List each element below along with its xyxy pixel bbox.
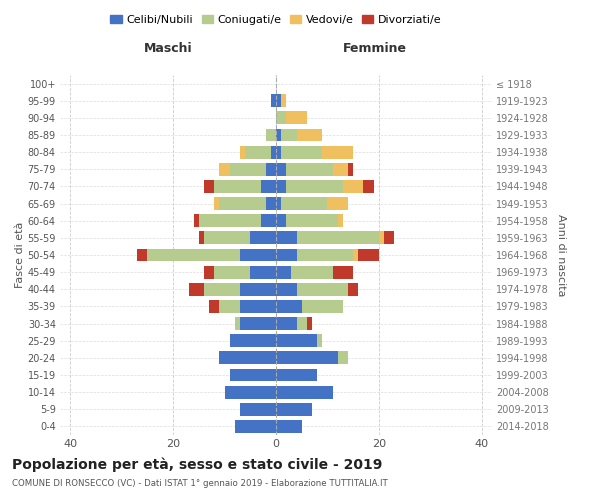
Bar — [296, 232, 379, 244]
Bar — [281, 128, 296, 141]
Bar — [379, 232, 384, 244]
Bar — [220, 300, 240, 313]
Bar — [286, 112, 307, 124]
Bar — [240, 317, 276, 330]
Bar — [194, 214, 199, 227]
Bar — [266, 128, 276, 141]
Bar — [281, 146, 322, 158]
Bar — [281, 197, 328, 210]
Bar — [276, 334, 317, 347]
Bar — [220, 197, 266, 210]
Bar — [296, 317, 307, 330]
Bar — [276, 146, 281, 158]
Bar — [307, 317, 312, 330]
Bar — [220, 163, 230, 175]
Bar — [214, 197, 220, 210]
Text: COMUNE DI RONSECCO (VC) - Dati ISTAT 1° gennaio 2019 - Elaborazione TUTTITALIA.I: COMUNE DI RONSECCO (VC) - Dati ISTAT 1° … — [12, 479, 388, 488]
Bar — [271, 146, 276, 158]
Bar — [348, 283, 358, 296]
Bar — [199, 214, 260, 227]
Bar — [214, 266, 250, 278]
Bar — [199, 232, 204, 244]
Y-axis label: Fasce di età: Fasce di età — [14, 222, 25, 288]
Bar — [276, 180, 286, 193]
Bar — [276, 368, 317, 382]
Bar — [235, 420, 276, 433]
Text: Femmine: Femmine — [343, 42, 407, 55]
Bar — [276, 163, 286, 175]
Bar — [240, 146, 245, 158]
Bar — [276, 197, 281, 210]
Bar — [214, 180, 260, 193]
Bar — [332, 266, 353, 278]
Bar — [276, 214, 286, 227]
Bar — [240, 248, 276, 262]
Bar — [286, 214, 338, 227]
Bar — [204, 180, 214, 193]
Legend: Celibi/Nubili, Coniugati/e, Vedovi/e, Divorziati/e: Celibi/Nubili, Coniugati/e, Vedovi/e, Di… — [106, 10, 446, 29]
Bar — [204, 266, 214, 278]
Bar — [230, 334, 276, 347]
Bar — [240, 300, 276, 313]
Bar — [328, 197, 348, 210]
Bar — [338, 352, 348, 364]
Y-axis label: Anni di nascita: Anni di nascita — [556, 214, 566, 296]
Bar — [276, 283, 296, 296]
Bar — [286, 163, 332, 175]
Bar — [276, 403, 312, 415]
Bar — [384, 232, 394, 244]
Bar — [230, 368, 276, 382]
Bar — [338, 214, 343, 227]
Bar — [224, 386, 276, 398]
Bar — [240, 283, 276, 296]
Bar — [276, 248, 296, 262]
Bar — [230, 163, 266, 175]
Bar — [271, 94, 276, 107]
Bar — [276, 232, 296, 244]
Bar — [250, 266, 276, 278]
Bar — [137, 248, 148, 262]
Bar — [292, 266, 332, 278]
Bar — [358, 248, 379, 262]
Bar — [220, 352, 276, 364]
Bar — [276, 420, 302, 433]
Text: Popolazione per età, sesso e stato civile - 2019: Popolazione per età, sesso e stato civil… — [12, 458, 382, 472]
Bar — [276, 352, 338, 364]
Bar — [276, 266, 292, 278]
Bar — [317, 334, 322, 347]
Bar — [286, 180, 343, 193]
Text: Maschi: Maschi — [143, 42, 193, 55]
Bar — [276, 300, 302, 313]
Bar — [204, 283, 240, 296]
Bar — [276, 112, 286, 124]
Bar — [266, 197, 276, 210]
Bar — [250, 232, 276, 244]
Bar — [364, 180, 374, 193]
Bar — [245, 146, 271, 158]
Bar — [276, 94, 281, 107]
Bar — [296, 283, 348, 296]
Bar — [260, 214, 276, 227]
Bar — [296, 128, 322, 141]
Bar — [188, 283, 204, 296]
Bar — [209, 300, 220, 313]
Bar — [276, 317, 296, 330]
Bar — [343, 180, 364, 193]
Bar — [281, 94, 286, 107]
Bar — [266, 163, 276, 175]
Bar — [260, 180, 276, 193]
Bar — [276, 128, 281, 141]
Bar — [322, 146, 353, 158]
Bar — [235, 317, 240, 330]
Bar — [332, 163, 348, 175]
Bar — [240, 403, 276, 415]
Bar — [302, 300, 343, 313]
Bar — [276, 386, 332, 398]
Bar — [348, 163, 353, 175]
Bar — [296, 248, 353, 262]
Bar — [204, 232, 250, 244]
Bar — [353, 248, 358, 262]
Bar — [148, 248, 240, 262]
